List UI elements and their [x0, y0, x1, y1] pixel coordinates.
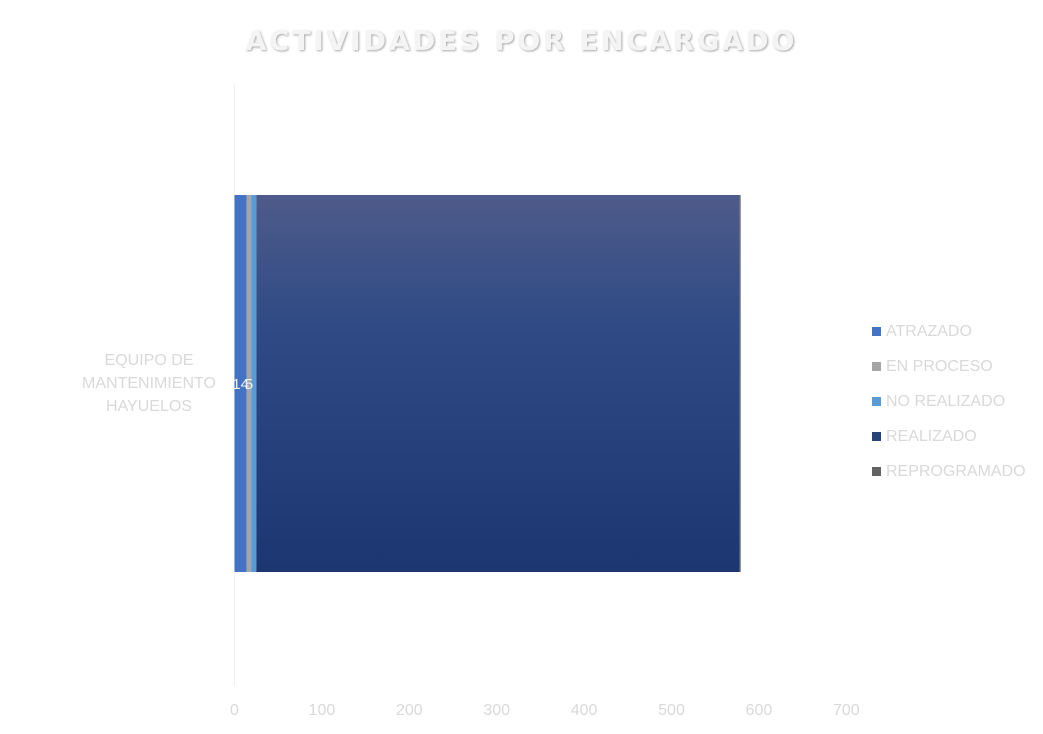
legend-item: REALIZADO	[872, 419, 1026, 454]
chart-title: ACTIVIDADES POR ENCARGADO	[245, 26, 798, 57]
category-label-line: EQUIPO DE	[104, 352, 194, 369]
legend-label: NO REALIZADO	[886, 392, 1006, 410]
category-label: EQUIPO DE MANTENIMIENTO HAYUELOS	[70, 349, 228, 418]
data-labels: 145	[232, 376, 253, 393]
legend-label: REALIZADO	[886, 427, 977, 445]
x-tick-label: 700	[833, 702, 860, 719]
data-label: 14	[232, 376, 249, 393]
bars-group	[234, 195, 741, 572]
x-tick-label: 100	[309, 702, 336, 719]
bar-no-realizado	[251, 195, 257, 572]
legend-label: REPROGRAMADO	[886, 462, 1026, 480]
legend-label: EN PROCESO	[886, 357, 993, 375]
legend-label: ATRAZADO	[886, 322, 972, 340]
x-tick-label: 300	[483, 702, 510, 719]
bar-reprogramado	[739, 195, 741, 572]
legend: ATRAZADO EN PROCESO NO REALIZADO REALIZA…	[872, 314, 1026, 489]
legend-item: ATRAZADO	[872, 314, 1026, 349]
legend-swatch	[872, 362, 881, 371]
x-tick-labels: 0 100 200 300 400 500 600 700	[230, 702, 860, 719]
x-tick-label: 600	[746, 702, 773, 719]
legend-swatch	[872, 467, 881, 476]
legend-item: NO REALIZADO	[872, 384, 1026, 419]
legend-swatch	[872, 397, 881, 406]
legend-item: REPROGRAMADO	[872, 454, 1026, 489]
legend-swatch	[872, 432, 881, 441]
bar-atrazado	[234, 195, 247, 572]
x-tick-label: 500	[658, 702, 685, 719]
category-label-line: HAYUELOS	[106, 398, 192, 415]
x-tick-label: 200	[396, 702, 423, 719]
data-label: 5	[245, 376, 253, 393]
category-label-line: MANTENIMIENTO	[82, 375, 216, 392]
x-tick-label: 400	[571, 702, 598, 719]
legend-item: EN PROCESO	[872, 349, 1026, 384]
bar-realizado	[256, 195, 740, 572]
bar-en-proceso	[246, 195, 252, 572]
legend-swatch	[872, 327, 881, 336]
x-tick-label: 0	[230, 702, 239, 719]
